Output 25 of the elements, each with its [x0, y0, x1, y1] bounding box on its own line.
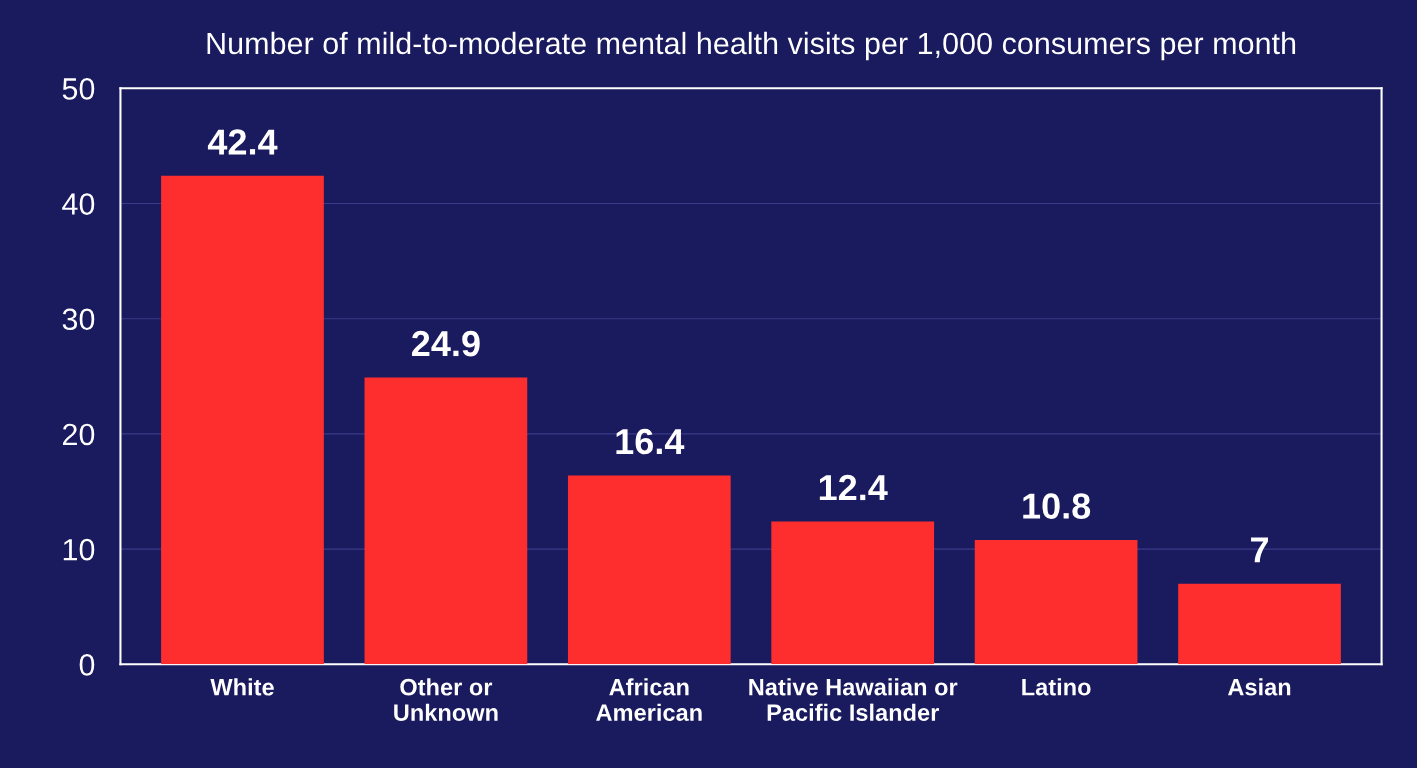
x-tick-label: Other or Unknown — [394, 678, 498, 721]
y-tick-label: 20 — [63, 423, 95, 446]
chart-title: Number of mild-to-moderate mental health visits per 1,000 consumers per month — [207, 31, 1296, 61]
bar — [974, 539, 1138, 665]
bar — [161, 175, 324, 665]
bar — [771, 521, 935, 665]
bar — [364, 377, 528, 665]
y-tick-label: 0 — [79, 654, 95, 676]
x-tick-label: Asian — [1227, 678, 1291, 696]
x-tick-label: Native Hawaiian or Pacific Islander — [749, 678, 958, 721]
y-tick-label: 50 — [62, 78, 95, 100]
x-tick-label: African American — [596, 678, 702, 721]
y-tick-label: 30 — [62, 308, 95, 331]
x-tick-label: White — [210, 678, 274, 696]
data-label: 7 — [1251, 537, 1268, 563]
data-label: 10.8 — [1023, 493, 1091, 519]
data-label: 42.4 — [207, 129, 278, 155]
y-tick-label: 10 — [63, 538, 95, 561]
y-tick-label: 40 — [62, 193, 95, 215]
x-tick-label: Latino — [1022, 678, 1091, 696]
bar — [567, 475, 731, 665]
data-label: 24.9 — [412, 330, 480, 357]
bar — [1178, 583, 1341, 665]
data-label: 12.4 — [819, 474, 888, 501]
data-label: 16.4 — [616, 428, 685, 455]
